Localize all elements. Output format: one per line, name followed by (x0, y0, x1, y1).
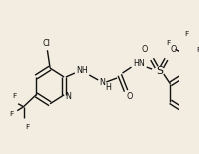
Text: O: O (127, 92, 133, 101)
Text: H: H (105, 83, 111, 92)
Text: S: S (156, 66, 163, 76)
Text: F: F (184, 31, 188, 37)
Text: F: F (197, 47, 199, 53)
Text: Cl: Cl (43, 39, 50, 48)
Text: F: F (12, 93, 17, 99)
Text: F: F (10, 111, 14, 117)
Text: O: O (142, 45, 148, 54)
Text: NH: NH (76, 66, 88, 75)
Text: F: F (166, 40, 170, 46)
Text: N: N (99, 78, 105, 87)
Text: N: N (66, 92, 71, 101)
Text: F: F (25, 124, 29, 130)
Text: HN: HN (134, 59, 145, 68)
Text: O: O (171, 45, 177, 54)
